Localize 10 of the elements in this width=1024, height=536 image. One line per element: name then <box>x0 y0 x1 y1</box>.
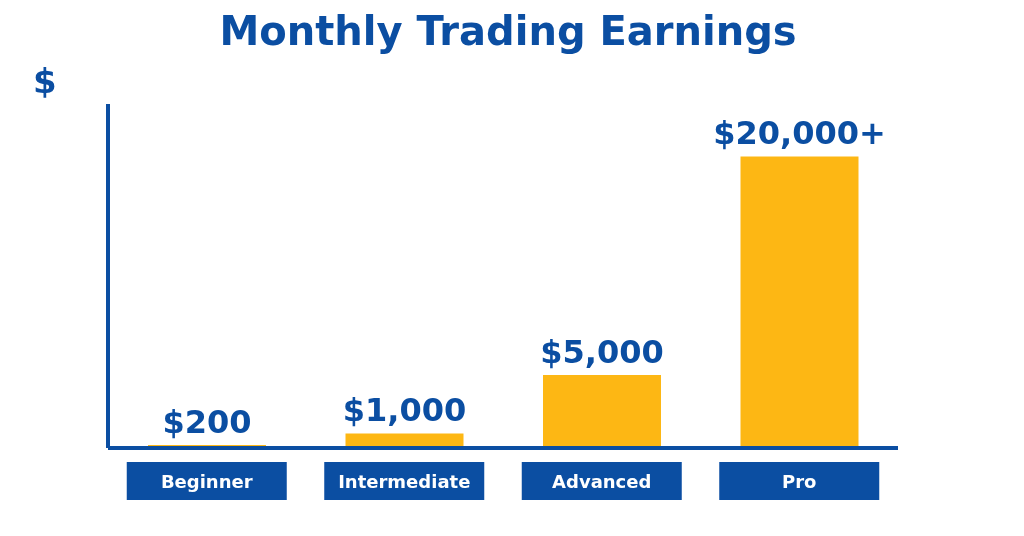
chart-title: Monthly Trading Earnings <box>218 8 798 54</box>
data-label: $20,000+ <box>713 114 886 153</box>
x-tick-label: Intermediate <box>338 471 471 492</box>
data-label: $200 <box>162 403 252 442</box>
x-tick-label: Pro <box>782 471 817 492</box>
x-tick-label: Advanced <box>552 471 652 492</box>
data-label: $5,000 <box>540 333 664 372</box>
data-label: $1,000 <box>342 391 467 430</box>
y-axis-title: $ <box>33 61 57 102</box>
x-tick-label: Beginner <box>160 471 253 492</box>
